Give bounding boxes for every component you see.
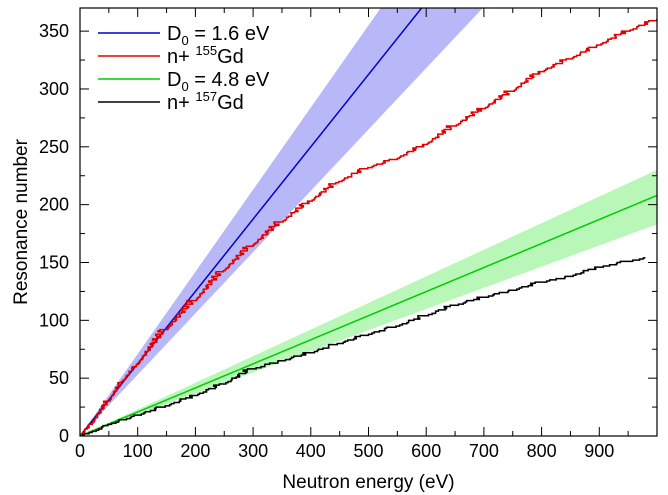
series-line-0 [80, 8, 423, 436]
legend-item: D0 = 4.8 eV [98, 69, 270, 94]
y-axis-title: Resonance number [11, 138, 32, 304]
legend-item: n+ 155Gd [98, 43, 244, 68]
x-tick-label: 400 [296, 441, 326, 461]
legend-label-suffix: Gd [217, 92, 244, 114]
x-tick-label: 500 [353, 441, 383, 461]
axis-ticks [79, 8, 658, 437]
x-tick-label: 300 [238, 441, 268, 461]
series-line-2 [80, 194, 657, 436]
legend-label-main: n+ [167, 46, 195, 68]
legend-label: D0 = 4.8 eV [167, 69, 270, 94]
series-line-3 [80, 257, 646, 436]
y-tick-label: 50 [49, 368, 69, 388]
x-tick-label: 200 [180, 441, 210, 461]
y-tick-label: 200 [39, 195, 69, 215]
x-tick-label: 600 [411, 441, 441, 461]
legend-label-subscript: 0 [181, 33, 188, 48]
legend-item: D0 = 1.6 eV [98, 23, 270, 48]
x-axis-title: Neutron energy (eV) [282, 472, 454, 493]
y-tick-label: 150 [39, 252, 69, 272]
legend-label-main: D [167, 23, 181, 45]
legend-label-suffix: Gd [217, 46, 244, 68]
confidence-bands [80, 8, 657, 436]
legend-label-superscript: 155 [195, 43, 217, 58]
x-tick-label: 900 [584, 441, 614, 461]
band-1 [80, 169, 657, 436]
x-tick-label: 0 [75, 441, 85, 461]
y-tick-label: 300 [39, 79, 69, 99]
y-tick-label: 0 [59, 426, 69, 446]
band-0 [80, 8, 483, 436]
x-tick-label: 700 [469, 441, 499, 461]
legend-label-superscript: 157 [195, 89, 217, 104]
x-tick-label: 100 [123, 441, 153, 461]
legend-label-suffix: = 4.8 eV [189, 69, 270, 91]
legend-label: D0 = 1.6 eV [167, 23, 270, 48]
legend-label-main: D [167, 69, 181, 91]
y-tick-label: 250 [39, 137, 69, 157]
legend-label-suffix: = 1.6 eV [189, 23, 270, 45]
data-series [80, 8, 657, 436]
y-tick-label: 100 [39, 310, 69, 330]
legend-label-subscript: 0 [181, 79, 188, 94]
legend-label: n+ 157Gd [167, 89, 244, 114]
y-tick-labels: 0 50 100 150 200 250 300 350 [39, 21, 69, 446]
series-line-1 [80, 18, 657, 436]
x-tick-labels: 0 100 200 300 400 500 600 700 800 900 [75, 441, 614, 461]
legend-label-main: n+ [167, 92, 195, 114]
x-tick-label: 800 [527, 441, 557, 461]
y-tick-label: 350 [39, 21, 69, 41]
legend-label: n+ 155Gd [167, 43, 244, 68]
legend-item: n+ 157Gd [98, 89, 244, 114]
